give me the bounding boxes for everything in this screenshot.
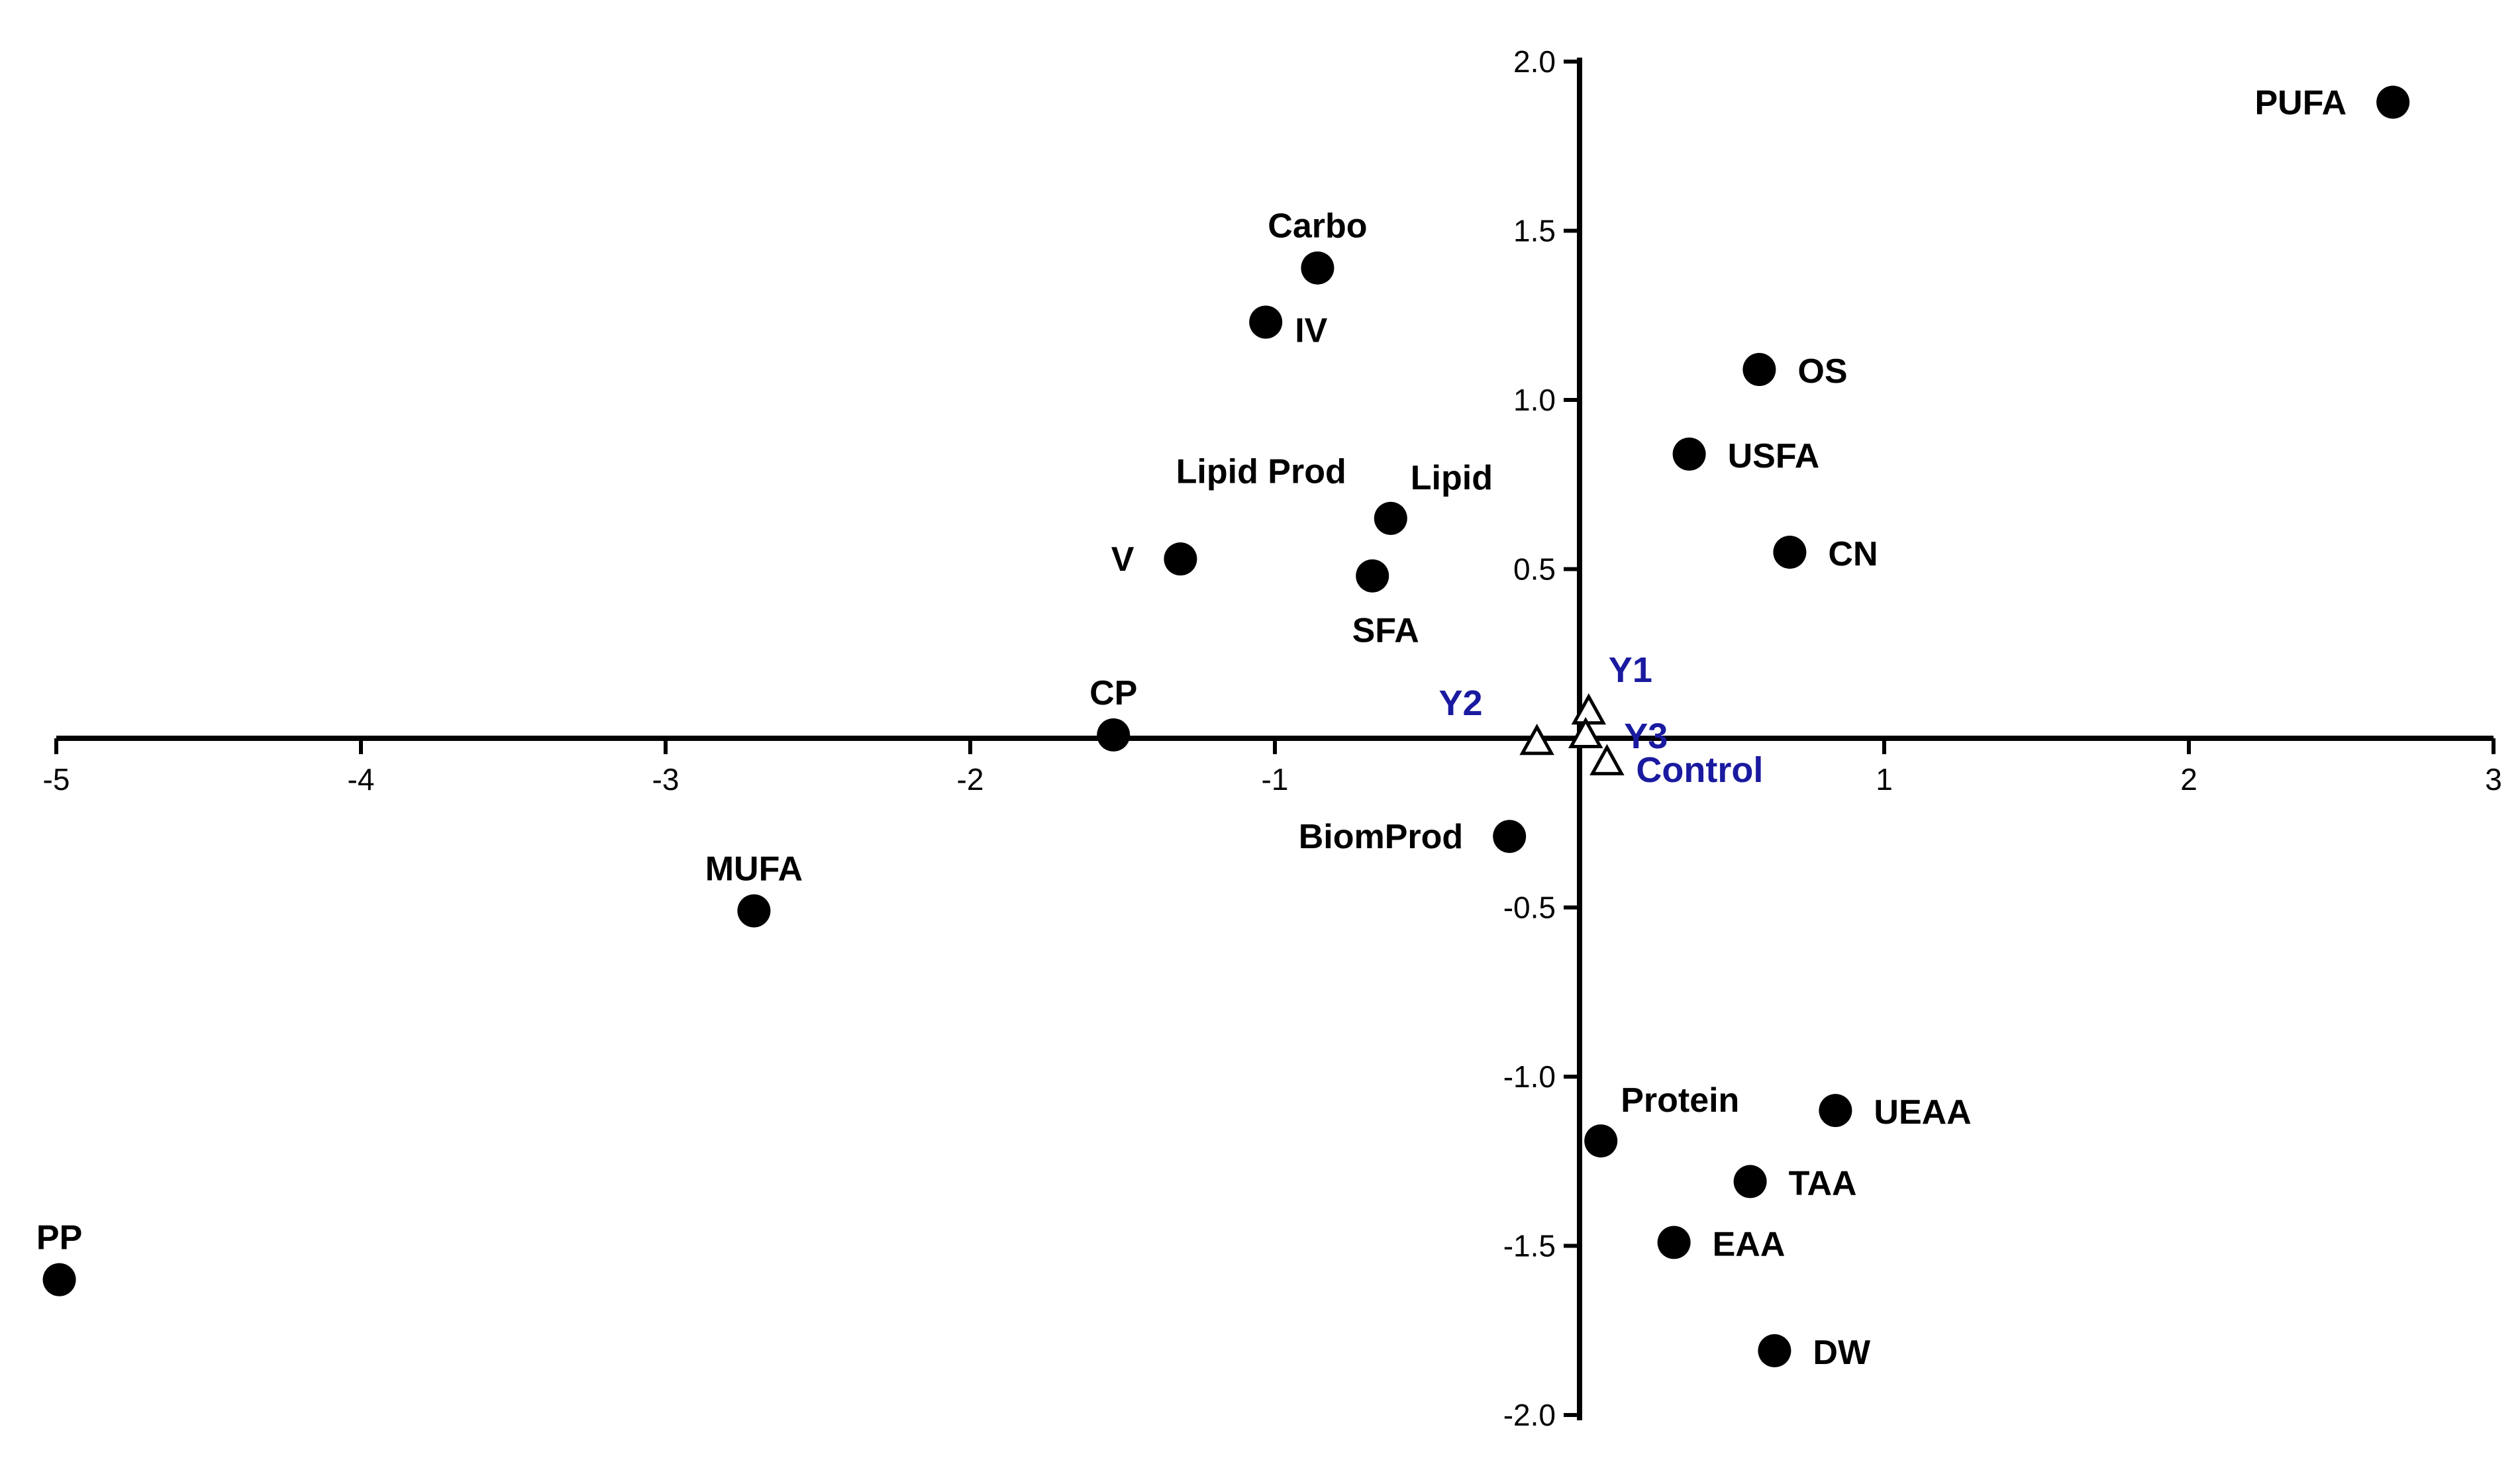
point-v [1164, 542, 1197, 576]
label-y1: Y1 [1609, 650, 1652, 690]
x-tick-label: -3 [652, 762, 680, 797]
point-biomprod [1493, 820, 1527, 854]
y-tick-label: -0.5 [1503, 891, 1556, 925]
x-tick-label: -1 [1262, 762, 1289, 797]
y-tick-label: 1.0 [1513, 383, 1556, 417]
label-taa: TAA [1789, 1164, 1857, 1202]
label-cn: CN [1828, 535, 1878, 573]
point-pp [42, 1263, 76, 1296]
point-lipid-prod [1356, 559, 1389, 593]
label-os: OS [1797, 352, 1847, 391]
label-lipid: Lipid [1411, 459, 1493, 497]
label-eaa: EAA [1713, 1225, 1786, 1263]
point-protein [1584, 1124, 1618, 1158]
label-mufa: MUFA [705, 850, 803, 889]
label-cp: CP [1089, 674, 1137, 712]
x-tick-label: 2 [2180, 762, 2197, 797]
y-tick-label: 2.0 [1513, 44, 1556, 79]
point-os [1742, 353, 1776, 387]
x-tick-label: -5 [43, 762, 70, 797]
x-tick-label: 1 [1876, 762, 1893, 797]
point-usfa [1672, 437, 1706, 471]
label-control: Control [1636, 750, 1763, 790]
label-dw: DW [1813, 1334, 1871, 1372]
label-iv: IV [1295, 311, 1327, 350]
point-lipid [1374, 501, 1407, 535]
label-ueaa: UEAA [1874, 1093, 1971, 1132]
label-usfa: USFA [1728, 437, 1820, 475]
point-labels: PUFA Carbo IV OS USFA Lipid Lipid Prod SFA CN V CP… [36, 83, 2346, 1372]
point-cn [1773, 535, 1807, 569]
point-taa [1733, 1165, 1767, 1198]
point-cp [1097, 718, 1131, 752]
label-lipid-prod: Lipid Prod [1176, 453, 1346, 491]
label-biomprod: BiomProd [1299, 818, 1463, 856]
data-points [42, 85, 2410, 1367]
y-tick-label: -2.0 [1503, 1398, 1556, 1432]
label-protein: Protein [1621, 1081, 1739, 1120]
triangle-y3 [1568, 716, 1603, 748]
label-pufa: PUFA [2255, 83, 2347, 122]
y-tick-label: 0.5 [1513, 552, 1556, 587]
label-v: V [1111, 540, 1134, 579]
x-tick-label: 3 [2485, 762, 2502, 797]
y-tick-label: 1.5 [1513, 214, 1556, 248]
label-carbo: Carbo [1268, 207, 1367, 246]
label-sfa: SFA [1352, 612, 1419, 650]
triangle-y2 [1519, 723, 1554, 756]
label-y2: Y2 [1439, 683, 1483, 723]
point-mufa [737, 894, 771, 928]
x-tick-label: -4 [348, 762, 375, 797]
label-pp: PP [36, 1219, 82, 1257]
point-iv [1249, 305, 1283, 339]
axis-ticks: -5 -4 -3 -2 -1 1 2 3 2.0 1.5 1.0 0.5 -0.5 -1.0 -1.5 -2.… [43, 44, 2502, 1432]
y-tick-label: -1.0 [1503, 1059, 1556, 1094]
label-y3: Y3 [1624, 716, 1668, 756]
triangle-control [1589, 744, 1625, 775]
point-eaa [1657, 1226, 1691, 1259]
y-tick-label: -1.5 [1503, 1229, 1556, 1263]
point-pufa [2376, 85, 2410, 119]
point-carbo [1301, 251, 1335, 285]
x-tick-label: -2 [957, 762, 984, 797]
point-ueaa [1819, 1094, 1852, 1128]
point-dw [1758, 1334, 1791, 1367]
